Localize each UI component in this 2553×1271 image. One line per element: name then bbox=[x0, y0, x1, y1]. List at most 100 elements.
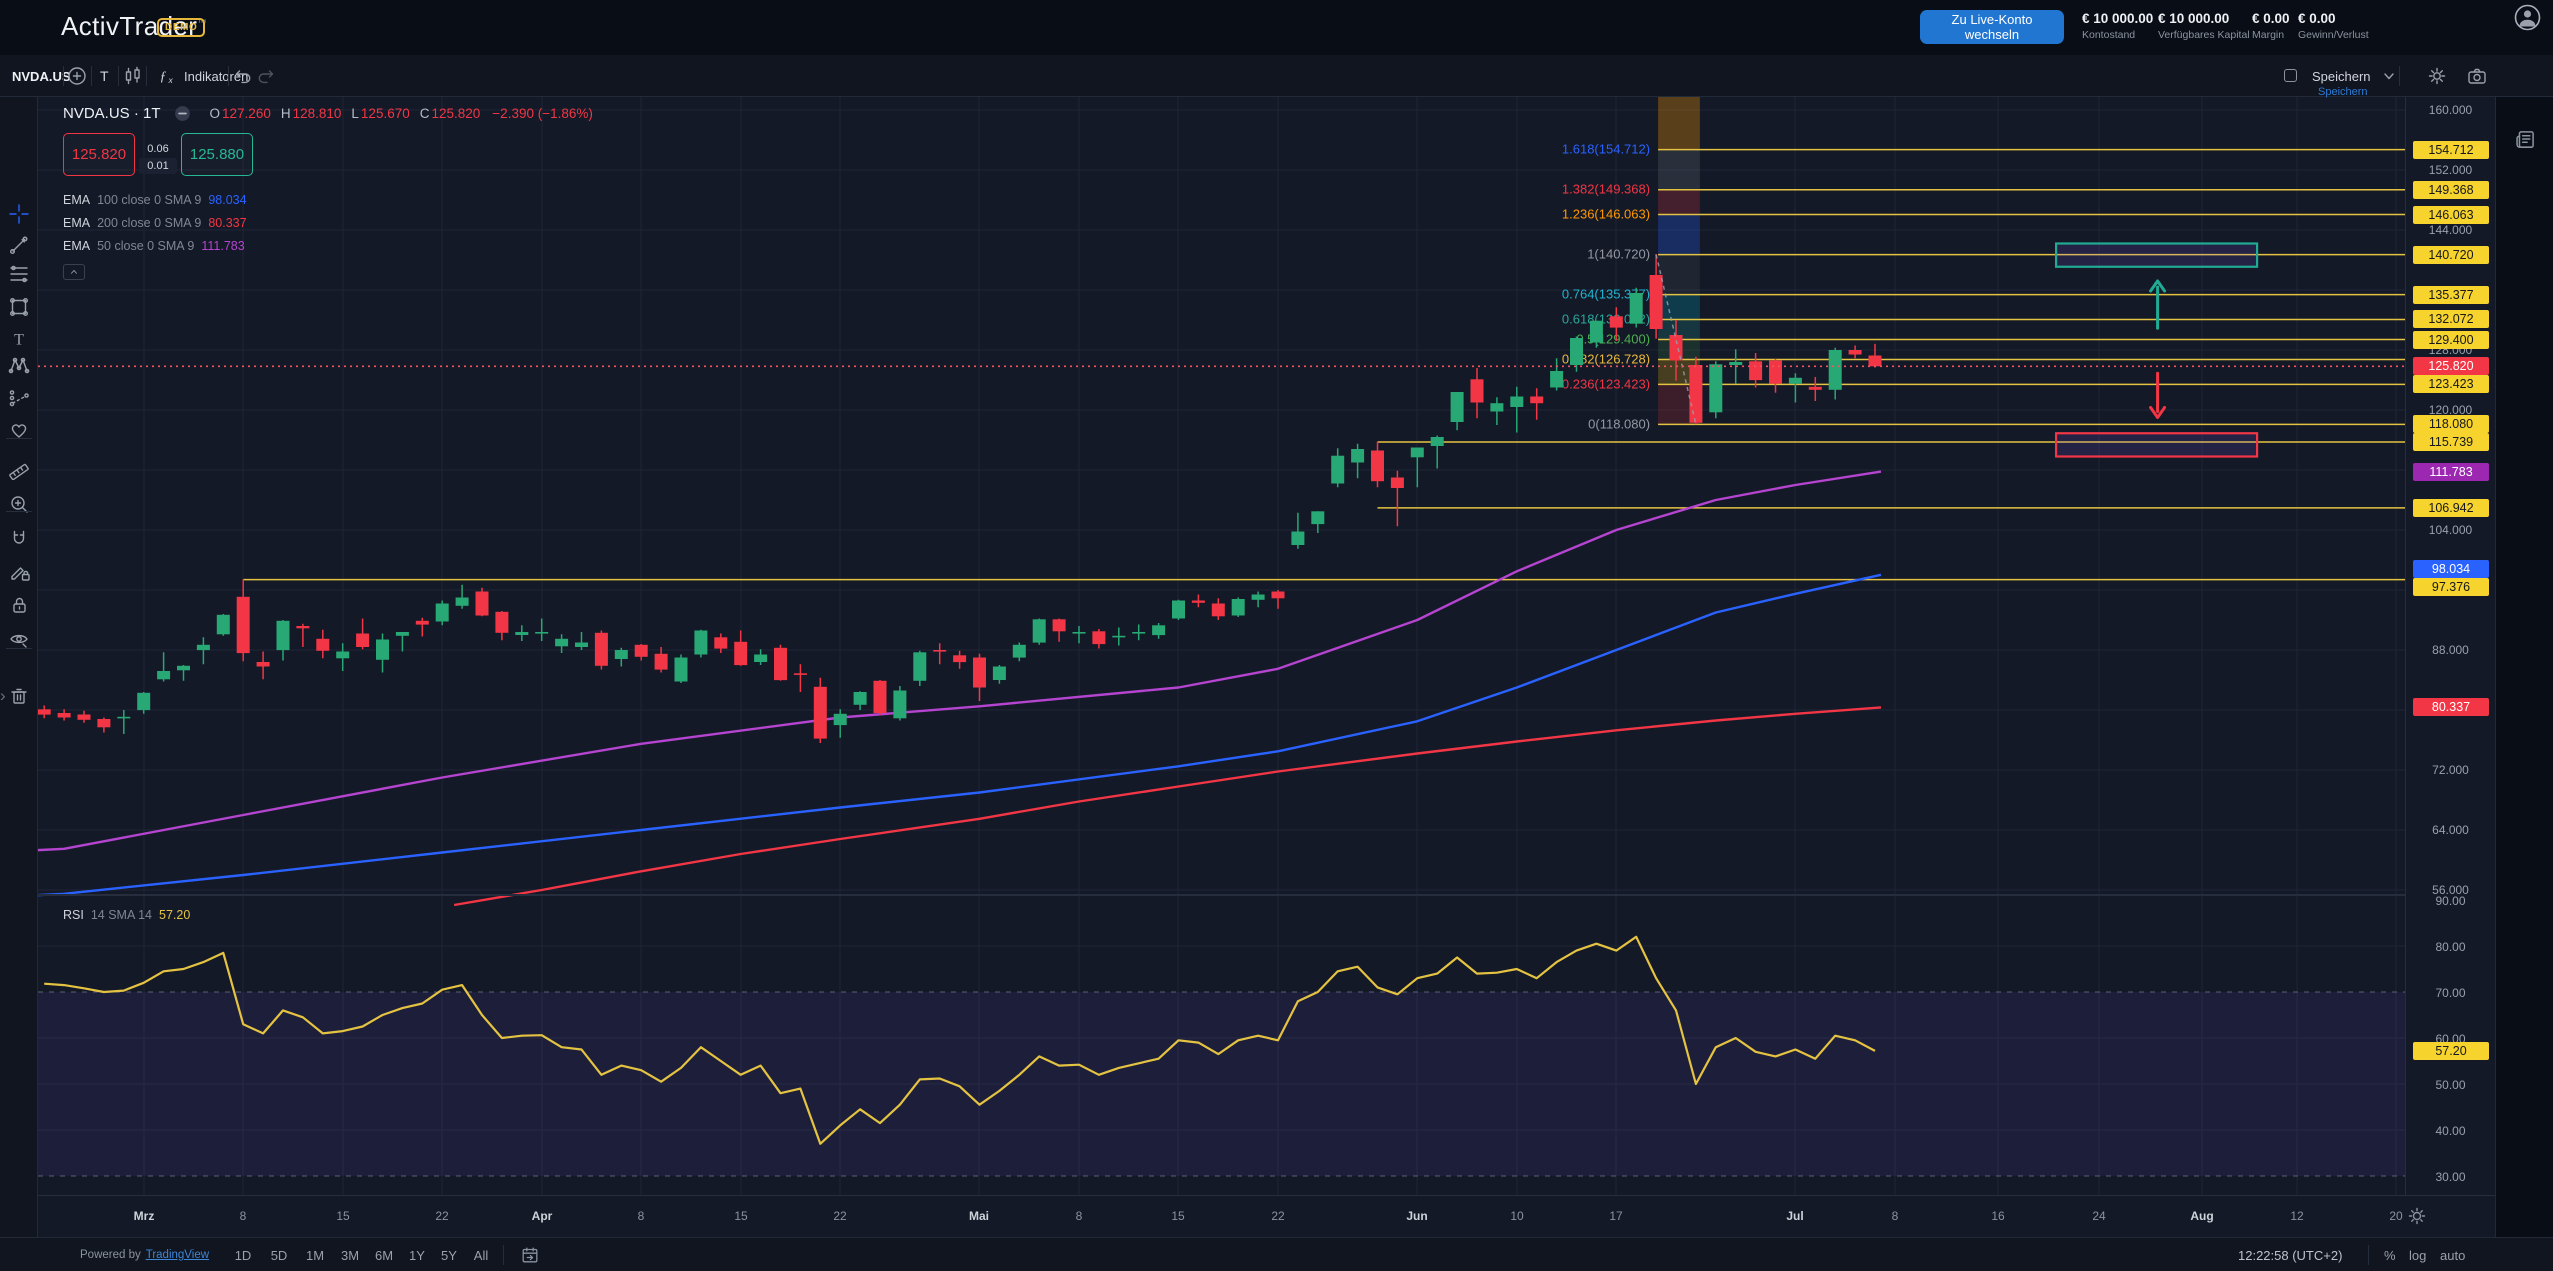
panel-expand-chevron[interactable]: › bbox=[0, 686, 6, 705]
time-axis-label: Aug bbox=[2190, 1209, 2214, 1223]
rsi-legend[interactable]: RSI 14 SMA 14 57.20 bbox=[63, 908, 191, 922]
rsi-axis-label: 90.00 bbox=[2435, 894, 2466, 908]
range-1m-button[interactable]: 1M bbox=[305, 1247, 325, 1263]
balance-stat: € 10 000.00 Kontostand bbox=[2082, 11, 2154, 41]
range-5y-button[interactable]: 5Y bbox=[441, 1247, 457, 1263]
tool-lock-all-button[interactable] bbox=[8, 594, 30, 616]
tool-magnet-button[interactable] bbox=[8, 528, 30, 550]
price-axis[interactable]: 160.000 152.000 144.000 128.000 120.000 104.0… bbox=[2405, 97, 2495, 1237]
time-axis-label: Mai bbox=[968, 1209, 990, 1223]
axis-badge: 135.377 bbox=[2413, 285, 2489, 304]
demo-badge: DEMO bbox=[157, 18, 206, 37]
calendar-icon bbox=[520, 1245, 540, 1265]
toolbar-separator bbox=[63, 66, 64, 86]
range-5d-button[interactable]: 5D bbox=[270, 1247, 288, 1263]
axis-badge: 106.942 bbox=[2413, 498, 2489, 517]
time-axis-label: 8 bbox=[1075, 1209, 1083, 1223]
axis-badge: 129.400 bbox=[2413, 330, 2489, 349]
svg-text:ƒ: ƒ bbox=[160, 70, 167, 85]
undo-button[interactable] bbox=[232, 55, 254, 97]
tool-fib-retracement-button[interactable] bbox=[8, 263, 30, 285]
compare-add-symbol-button[interactable] bbox=[66, 55, 88, 97]
price-axis-label: 56.000 bbox=[2432, 883, 2469, 897]
axis-badge: 97.376 bbox=[2413, 577, 2489, 596]
indicator-row-ema100[interactable]: EMA 100 close 0 SMA 9 98.034 bbox=[63, 193, 247, 207]
timeframe-button[interactable]: T bbox=[100, 68, 109, 84]
percent-scale-button[interactable]: % bbox=[2384, 1247, 2396, 1263]
rsi-axis-label: 80.00 bbox=[2435, 940, 2466, 954]
tool-ruler-button[interactable] bbox=[8, 458, 30, 480]
rsi-axis-label: 30.00 bbox=[2435, 1170, 2466, 1184]
tool-shapes-button[interactable] bbox=[8, 296, 30, 318]
news-button[interactable] bbox=[2514, 127, 2538, 151]
switch-to-live-button[interactable]: Zu Live-Konto wechseln bbox=[1920, 10, 2064, 44]
time-axis-label: 20 bbox=[2389, 1209, 2403, 1223]
time-axis-label: 8 bbox=[637, 1209, 645, 1223]
buy-button[interactable]: 125.880 bbox=[181, 133, 253, 176]
heart-icon bbox=[8, 419, 30, 441]
go-to-date-button[interactable] bbox=[520, 1238, 540, 1271]
range-1d-button[interactable]: 1D bbox=[234, 1247, 252, 1263]
time-axis[interactable]: Mrz 8 15 22 Apr 8 15 22 Mai 8 15 22 Jun 10 17 Jul 8 16 24 A… bbox=[38, 1195, 2495, 1237]
top-header: ActivTrader™ DEMO Zu Live-Konto wechseln… bbox=[0, 0, 2553, 55]
time-axis-label: 8 bbox=[239, 1209, 247, 1223]
save-checkbox[interactable] bbox=[2284, 69, 2297, 82]
log-scale-button[interactable]: log bbox=[2409, 1247, 2427, 1263]
tool-crosshair-button[interactable] bbox=[8, 203, 30, 225]
clock-readout[interactable]: 12:22:58 (UTC+2) bbox=[2238, 1247, 2343, 1263]
gear-icon bbox=[2426, 65, 2448, 87]
fib-retracement-icon bbox=[8, 263, 30, 285]
range-1y-button[interactable]: 1Y bbox=[409, 1247, 425, 1263]
chart-area[interactable] bbox=[38, 97, 2495, 1237]
tool-drawing-lock-button[interactable] bbox=[8, 561, 30, 583]
legend-symbol-title[interactable]: NVDA.US · 1T bbox=[63, 105, 161, 122]
tradingview-link[interactable]: TradingView bbox=[145, 1249, 210, 1261]
redo-button[interactable] bbox=[255, 55, 277, 97]
indicator-row-ema50[interactable]: EMA 50 close 0 SMA 9 111.783 bbox=[63, 239, 245, 253]
collapse-minus-icon[interactable] bbox=[173, 104, 192, 123]
powered-by: Powered by TradingView bbox=[80, 1249, 210, 1261]
user-avatar[interactable] bbox=[2514, 4, 2541, 31]
tool-remove-all-button[interactable] bbox=[8, 684, 30, 706]
tool-trend-line-button[interactable] bbox=[8, 234, 30, 256]
svg-text:x: x bbox=[168, 75, 174, 85]
trend-line-icon bbox=[8, 234, 30, 256]
indicator-row-ema200[interactable]: EMA 200 close 0 SMA 9 80.337 bbox=[63, 216, 247, 230]
tool-heart-button[interactable] bbox=[8, 419, 30, 441]
auto-scale-button[interactable]: auto bbox=[2440, 1247, 2466, 1263]
time-axis-label: Mrz bbox=[133, 1209, 155, 1223]
price-axis-label: 160.000 bbox=[2428, 103, 2473, 117]
time-axis-label: 17 bbox=[1609, 1209, 1623, 1223]
axis-badge: 118.080 bbox=[2413, 415, 2489, 434]
tool-xabcd-pattern-button[interactable] bbox=[8, 354, 30, 376]
theme-sun-icon[interactable] bbox=[2406, 1205, 2428, 1227]
save-button[interactable]: Speichern bbox=[2312, 68, 2371, 84]
time-axis-label: 22 bbox=[435, 1209, 449, 1223]
change-readout: −2.390 (−1.86%) bbox=[492, 106, 593, 121]
axis-badge: 57.20 bbox=[2413, 1041, 2489, 1060]
axis-badge: 132.072 bbox=[2413, 310, 2489, 329]
range-all-button[interactable]: All bbox=[473, 1247, 489, 1263]
rsi-axis-label: 40.00 bbox=[2435, 1124, 2466, 1138]
tool-text-tool-button[interactable]: T bbox=[8, 328, 30, 350]
legend-collapse-button[interactable] bbox=[63, 264, 85, 280]
chart-style-button[interactable] bbox=[122, 55, 144, 97]
range-6m-button[interactable]: 6M bbox=[374, 1247, 394, 1263]
lock-all-icon bbox=[8, 594, 30, 616]
toolbar-separator bbox=[228, 66, 229, 86]
price-axis-label: 152.000 bbox=[2428, 163, 2473, 177]
chevron-down-icon[interactable] bbox=[2378, 55, 2400, 97]
symbol-button[interactable]: NVDA.US bbox=[12, 68, 71, 84]
magnet-icon bbox=[8, 528, 30, 550]
range-3m-button[interactable]: 3M bbox=[340, 1247, 360, 1263]
available-capital-stat: € 10 000.00 Verfügbares Kapital bbox=[2158, 11, 2250, 41]
tool-forecast-button[interactable] bbox=[8, 388, 30, 410]
sell-button[interactable]: 125.820 bbox=[63, 133, 135, 176]
camera-icon bbox=[2466, 65, 2488, 87]
axis-badge: 146.063 bbox=[2413, 205, 2489, 224]
screenshot-camera-button[interactable] bbox=[2466, 55, 2488, 97]
settings-gear-button[interactable] bbox=[2426, 55, 2448, 97]
tool-hide-all-button[interactable] bbox=[8, 628, 30, 650]
